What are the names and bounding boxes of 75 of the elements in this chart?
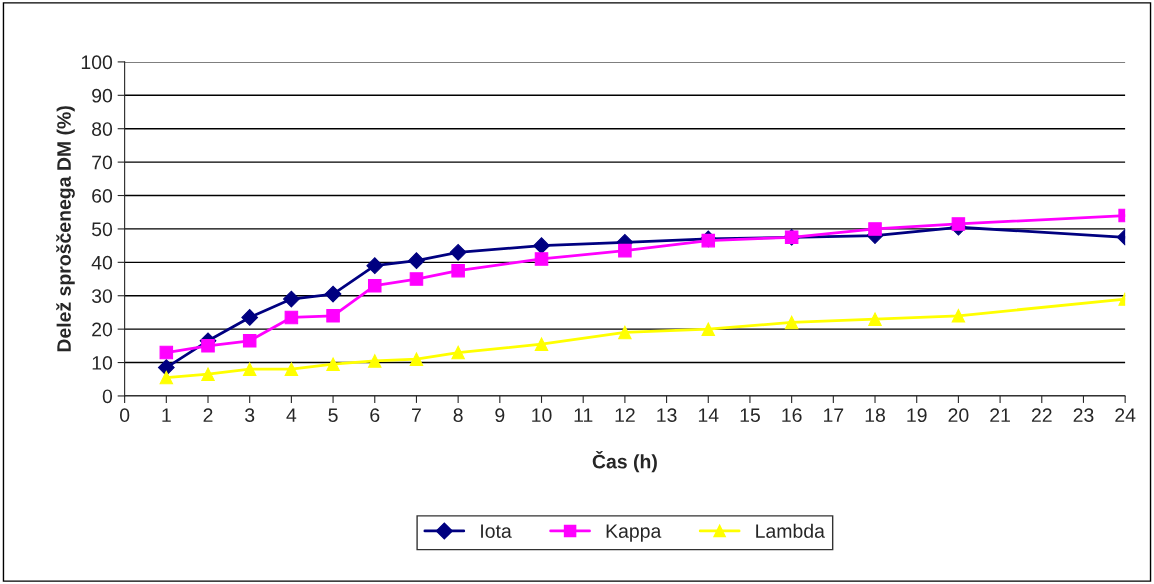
y-axis-title: Delež sproščenega DM (%) [56,106,75,352]
x-tick-label: 8 [453,408,463,423]
point [367,354,382,368]
y-tick-label: 80 [92,122,113,136]
x-tick-label: 6 [370,408,380,423]
point [451,345,465,360]
x-tick-label: 22 [1031,408,1052,422]
x-tick-label: 19 [907,408,927,423]
point [408,252,425,270]
y-tick-label: 60 [92,188,113,203]
point [951,217,966,231]
point [409,272,424,286]
point [366,257,384,275]
y-tick-label: 20 [92,322,113,337]
x-tick-label: 15 [740,408,760,423]
x-tick-label: 14 [698,408,719,422]
y-tick-label: 10 [92,356,113,370]
x-tick-label: 2 [203,408,213,422]
x-tick-label: 23 [1073,408,1094,423]
y-tick-label: 90 [92,88,113,103]
point [868,312,882,326]
x-tick-label: 21 [990,408,1010,422]
y-tick-label: 40 [91,255,113,270]
point [618,325,632,340]
x-tick-label: 3 [245,408,255,423]
point [784,315,799,330]
x-tick-label: 12 [615,408,635,422]
point [324,285,342,303]
x-tick-label: 11 [574,408,593,422]
x-tick-label: 13 [657,408,677,423]
y-tick-label: 0 [102,389,113,404]
point [534,337,549,351]
point [284,362,299,376]
point [242,334,257,348]
y-tick-label: 100 [81,55,113,70]
point [409,352,424,366]
x-tick-label: 17 [824,408,844,422]
y-tick-label: 70 [92,155,113,170]
y-tick-label: 50 [91,222,113,237]
y-tick-label: 30 [91,289,113,303]
x-tick-label: 5 [328,408,338,423]
point [326,357,340,371]
x-tick-label: 10 [532,408,552,423]
point [951,309,966,323]
x-tick-label: 9 [495,408,505,423]
point [701,322,716,336]
point [451,263,465,278]
point [157,359,175,376]
x-tick-label: 18 [865,408,885,423]
point [367,278,382,293]
point [868,222,882,236]
point [533,237,550,255]
x-tick-label: 7 [412,408,421,422]
point [159,345,174,360]
point [284,310,299,325]
point [242,362,257,376]
x-tick-label: 1 [162,408,171,422]
point [326,309,340,323]
x-axis-title: Čas (h) [592,450,657,473]
legend-label: Lambda [756,523,825,538]
x-tick-label: 0 [119,408,130,423]
legend-label: Iota [481,524,512,538]
point [201,339,215,353]
x-tick-label: 4 [286,408,297,422]
point [241,309,259,326]
point [449,243,467,261]
x-tick-label: 20 [948,408,969,423]
point [201,367,215,382]
point [618,243,632,258]
x-tick-label: 24 [1115,408,1136,422]
point [283,290,300,308]
x-tick-label: 16 [782,408,802,423]
point [159,370,174,385]
legend-label: Kappa [606,524,662,542]
point [534,252,549,266]
